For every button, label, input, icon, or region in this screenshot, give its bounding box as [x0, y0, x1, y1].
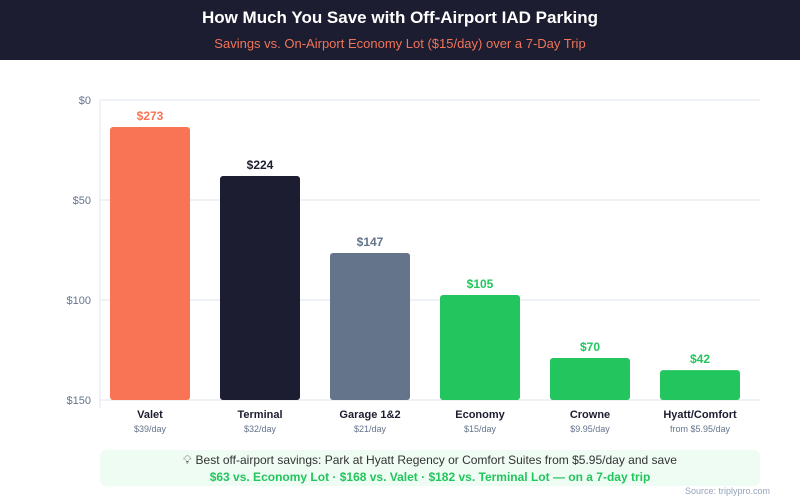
callout-savings: $63 vs. Economy Lot · $168 vs. Valet · $…: [209, 470, 651, 484]
chart-svg: $0 $50 $100 $150 $273 Valet $39/day $224 Termina…: [67, 95, 760, 434]
bar-value-label: $224: [247, 158, 274, 172]
callout-text: Best off-airport savings: Park at Hyatt …: [195, 453, 677, 467]
x-rate-label: $9.95/day: [570, 424, 610, 434]
bar-chart: $0 $50 $100 $150 $273 Valet $39/day $224 Termina…: [0, 60, 800, 450]
y-tick-label: $0: [79, 95, 91, 107]
x-rate-label: $15/day: [464, 424, 497, 434]
x-category-label: Garage 1&2: [339, 409, 400, 421]
y-tick-label: $150: [67, 395, 91, 407]
x-rate-label: $39/day: [134, 424, 167, 434]
bar-economy: [440, 295, 520, 400]
bar-terminal: [220, 176, 300, 400]
bar-valet: [110, 127, 190, 400]
bar-garage-1-2: [330, 253, 410, 400]
bar-value-label: $42: [690, 352, 710, 366]
x-category-label: Economy: [455, 409, 505, 421]
chart-header: How Much You Save with Off-Airport IAD P…: [0, 0, 800, 60]
bar-value-label: $147: [357, 235, 384, 249]
chart-title: How Much You Save with Off-Airport IAD P…: [201, 8, 599, 27]
source-label: Source: triplypro.com: [684, 486, 770, 496]
bar-crowne: [550, 358, 630, 400]
bar-hyatt-comfort: [660, 370, 740, 400]
x-category-label: Terminal: [237, 409, 282, 421]
bar-value-label: $70: [580, 340, 600, 354]
savings-callout: 💡︎ Best off-airport savings: Park at Hyat…: [100, 450, 760, 486]
y-tick-label: $100: [67, 295, 91, 307]
x-category-label: Crowne: [570, 409, 610, 421]
chart-subtitle: Savings vs. On-Airport Economy Lot ($15/…: [214, 36, 586, 51]
x-rate-label: $21/day: [354, 424, 387, 434]
x-rate-label: from $5.95/day: [670, 424, 731, 434]
x-category-label: Hyatt/Comfort: [663, 409, 737, 421]
lightbulb-icon: 💡︎: [183, 453, 192, 467]
bar-value-label: $105: [467, 277, 494, 291]
x-rate-label: $32/day: [244, 424, 277, 434]
bar-value-label: $273: [137, 109, 164, 123]
y-tick-label: $50: [73, 195, 91, 207]
x-category-label: Valet: [137, 409, 163, 421]
